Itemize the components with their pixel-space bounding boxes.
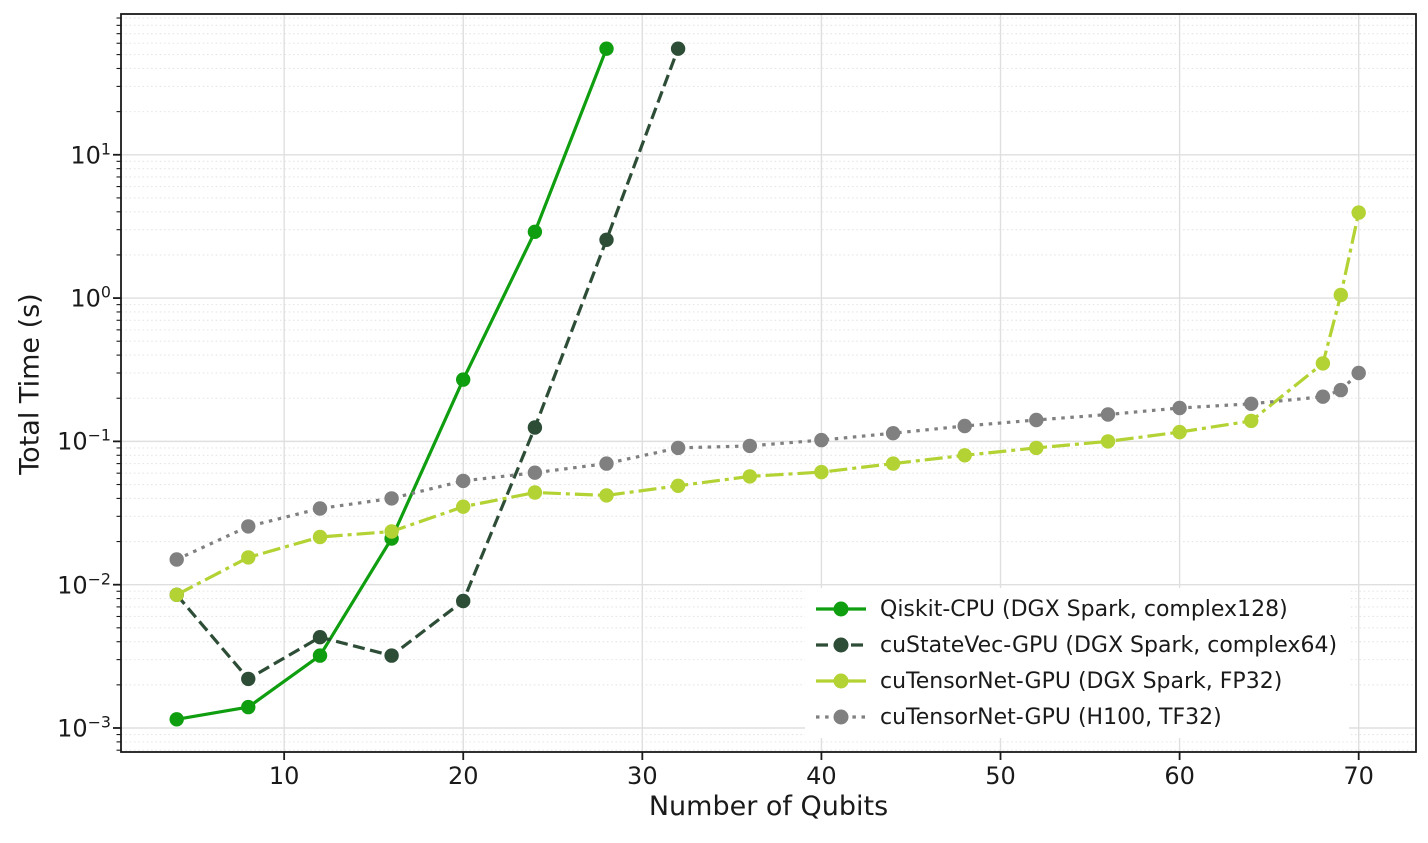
data-point-custatevec-gpu-16	[384, 648, 399, 663]
data-point-qiskit-cpu-12	[312, 648, 328, 663]
data-point-cutensornet-dgx-44	[885, 456, 901, 471]
data-point-custatevec-gpu-20	[456, 593, 471, 609]
legend-item-qiskit-cpu: Qiskit-CPU (DGX Spark, complex128)	[815, 591, 1337, 627]
y-tick-label-1e1: 101	[70, 139, 111, 170]
data-point-cutensornet-dgx-16	[384, 524, 399, 539]
data-point-cutensornet-dgx-20	[456, 499, 471, 514]
legend-marker-qiskit-cpu	[833, 601, 849, 617]
legend-label-cutensornet-dgx: cuTensorNet-GPU (DGX Spark, FP32)	[880, 668, 1283, 694]
data-point-cutensornet-h100-16	[384, 491, 399, 506]
data-point-cutensornet-h100-4	[169, 552, 184, 567]
x-tick-label-70: 70	[1343, 762, 1374, 790]
x-tick-label-20: 20	[447, 762, 479, 790]
data-point-cutensornet-dgx-68	[1315, 356, 1331, 371]
legend-item-cutensornet-dgx: cuTensorNet-GPU (DGX Spark, FP32)	[815, 663, 1337, 699]
series-markers-custatevec-gpu	[169, 41, 686, 687]
data-point-qiskit-cpu-4	[169, 712, 184, 727]
legend-marker-cutensornet-dgx	[833, 673, 849, 689]
data-point-cutensornet-h100-56	[1100, 407, 1116, 422]
data-point-cutensornet-dgx-24	[527, 485, 543, 500]
data-point-custatevec-gpu-32	[670, 41, 686, 56]
series-line-qiskit-cpu	[176, 48, 608, 721]
data-point-cutensornet-dgx-28	[599, 488, 614, 503]
legend-marker-custatevec-gpu	[833, 637, 849, 653]
data-point-cutensornet-h100-60	[1172, 400, 1187, 416]
legend-marker-cutensornet-h100	[833, 709, 849, 725]
legend-label-qiskit-cpu: Qiskit-CPU (DGX Spark, complex128)	[880, 596, 1288, 622]
data-point-cutensornet-dgx-70	[1351, 205, 1366, 220]
y-tick-label-1e0: 100	[70, 282, 111, 313]
data-point-cutensornet-h100-69	[1333, 382, 1349, 398]
data-point-cutensornet-h100-20	[456, 473, 471, 489]
x-tick-label-60: 60	[1164, 762, 1195, 790]
series-custatevec-gpu	[169, 41, 686, 687]
x-tick-label-40: 40	[806, 762, 837, 790]
legend-item-custatevec-gpu: cuStateVec-GPU (DGX Spark, complex64)	[815, 627, 1337, 663]
minor-gridlines	[121, 17, 1416, 751]
data-point-qiskit-cpu-24	[527, 224, 543, 239]
data-point-custatevec-gpu-12	[312, 630, 328, 645]
data-point-custatevec-gpu-8	[241, 671, 256, 687]
data-point-cutensornet-dgx-40	[814, 464, 829, 480]
data-point-cutensornet-h100-70	[1351, 365, 1366, 381]
data-point-cutensornet-h100-44	[885, 426, 901, 441]
series-line-custatevec-gpu	[175, 48, 680, 681]
x-tick-label-10: 10	[268, 762, 300, 790]
data-point-cutensornet-h100-32	[670, 440, 686, 456]
series-qiskit-cpu	[169, 41, 614, 727]
legend-label-custatevec-gpu: cuStateVec-GPU (DGX Spark, complex64)	[880, 632, 1338, 658]
data-point-cutensornet-dgx-4	[169, 587, 184, 602]
data-point-cutensornet-dgx-32	[670, 478, 686, 493]
data-point-custatevec-gpu-24	[527, 420, 543, 435]
data-point-qiskit-cpu-8	[241, 699, 256, 715]
data-point-cutensornet-dgx-60	[1172, 424, 1187, 440]
data-point-cutensornet-dgx-48	[957, 448, 972, 463]
y-tick-label-1e-1: 10−1	[57, 425, 111, 456]
tick-marks	[113, 17, 1360, 760]
x-tick-label-50: 50	[985, 762, 1016, 790]
data-point-cutensornet-h100-24	[527, 465, 543, 480]
data-point-cutensornet-dgx-52	[1029, 440, 1044, 456]
x-axis-label: Number of Qubits	[648, 791, 889, 822]
data-point-cutensornet-h100-68	[1315, 389, 1331, 404]
series-cutensornet-dgx	[169, 205, 1366, 602]
x-tick-label-30: 30	[627, 762, 658, 790]
data-point-cutensornet-h100-40	[814, 432, 829, 448]
data-point-custatevec-gpu-28	[599, 232, 614, 247]
series-markers-qiskit-cpu	[169, 41, 614, 727]
data-point-cutensornet-h100-12	[312, 501, 328, 516]
series-markers-cutensornet-dgx	[169, 205, 1366, 602]
data-point-cutensornet-dgx-69	[1333, 287, 1349, 303]
data-point-cutensornet-h100-8	[241, 519, 256, 534]
data-point-cutensornet-h100-64	[1244, 396, 1259, 411]
legend-line-sample-cutensornet-h100	[816, 709, 866, 725]
data-point-qiskit-cpu-28	[599, 41, 614, 56]
data-point-cutensornet-dgx-8	[241, 550, 256, 565]
y-tick-label-1e-2: 10−2	[57, 569, 111, 600]
legend-item-cutensornet-h100: cuTensorNet-GPU (H100, TF32)	[815, 699, 1337, 735]
legend: Qiskit-CPU (DGX Spark, complex128) cuStat…	[805, 588, 1350, 738]
legend-line-sample-custatevec-gpu	[816, 637, 866, 653]
series-cutensornet-h100	[169, 365, 1366, 567]
data-point-cutensornet-h100-52	[1029, 412, 1044, 428]
series-markers-cutensornet-h100	[169, 365, 1366, 567]
series-line-cutensornet-h100	[176, 371, 1360, 561]
data-point-qiskit-cpu-20	[456, 372, 471, 387]
y-tick-label-1e-3: 10−3	[57, 712, 111, 743]
legend-label-cutensornet-h100: cuTensorNet-GPU (H100, TF32)	[880, 704, 1222, 730]
data-point-cutensornet-dgx-36	[742, 469, 757, 484]
data-point-cutensornet-dgx-12	[312, 529, 328, 545]
axes-spines	[120, 13, 1417, 753]
data-point-cutensornet-h100-48	[957, 418, 972, 434]
legend-line-sample-qiskit-cpu	[816, 601, 866, 617]
data-point-cutensornet-h100-36	[742, 438, 757, 454]
data-point-cutensornet-dgx-56	[1100, 434, 1116, 449]
data-point-cutensornet-h100-28	[599, 456, 614, 471]
data-point-cutensornet-dgx-64	[1244, 413, 1259, 429]
major-gridlines	[121, 14, 1416, 752]
legend-line-sample-cutensornet-dgx	[816, 673, 866, 689]
